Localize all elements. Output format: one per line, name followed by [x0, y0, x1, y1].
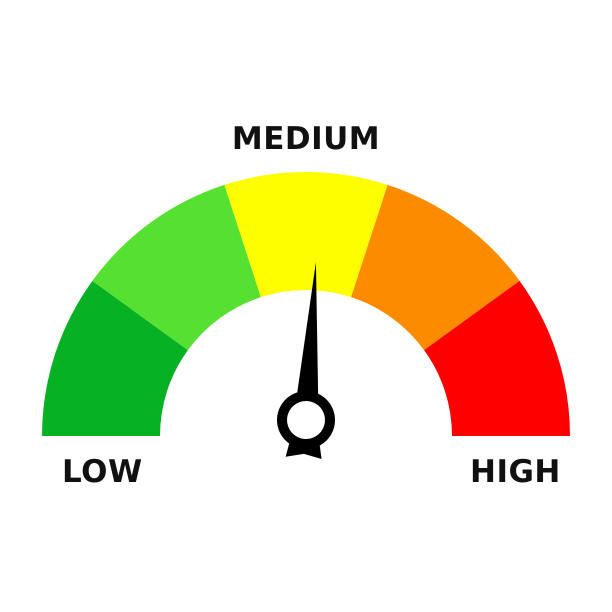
gauge-segments	[42, 171, 570, 436]
needle-hub-center	[287, 401, 325, 439]
segment-high	[424, 280, 570, 436]
segment-medium-high	[351, 184, 520, 351]
needle-pointer	[296, 262, 319, 401]
needle-body	[277, 262, 335, 460]
segment-medium	[224, 171, 388, 298]
segment-low	[42, 280, 188, 436]
gauge-needle	[277, 262, 335, 460]
label-high: HIGH	[470, 454, 561, 490]
label-low: LOW	[62, 454, 143, 490]
label-medium: MEDIUM	[231, 121, 381, 157]
segment-low-medium	[92, 184, 261, 351]
